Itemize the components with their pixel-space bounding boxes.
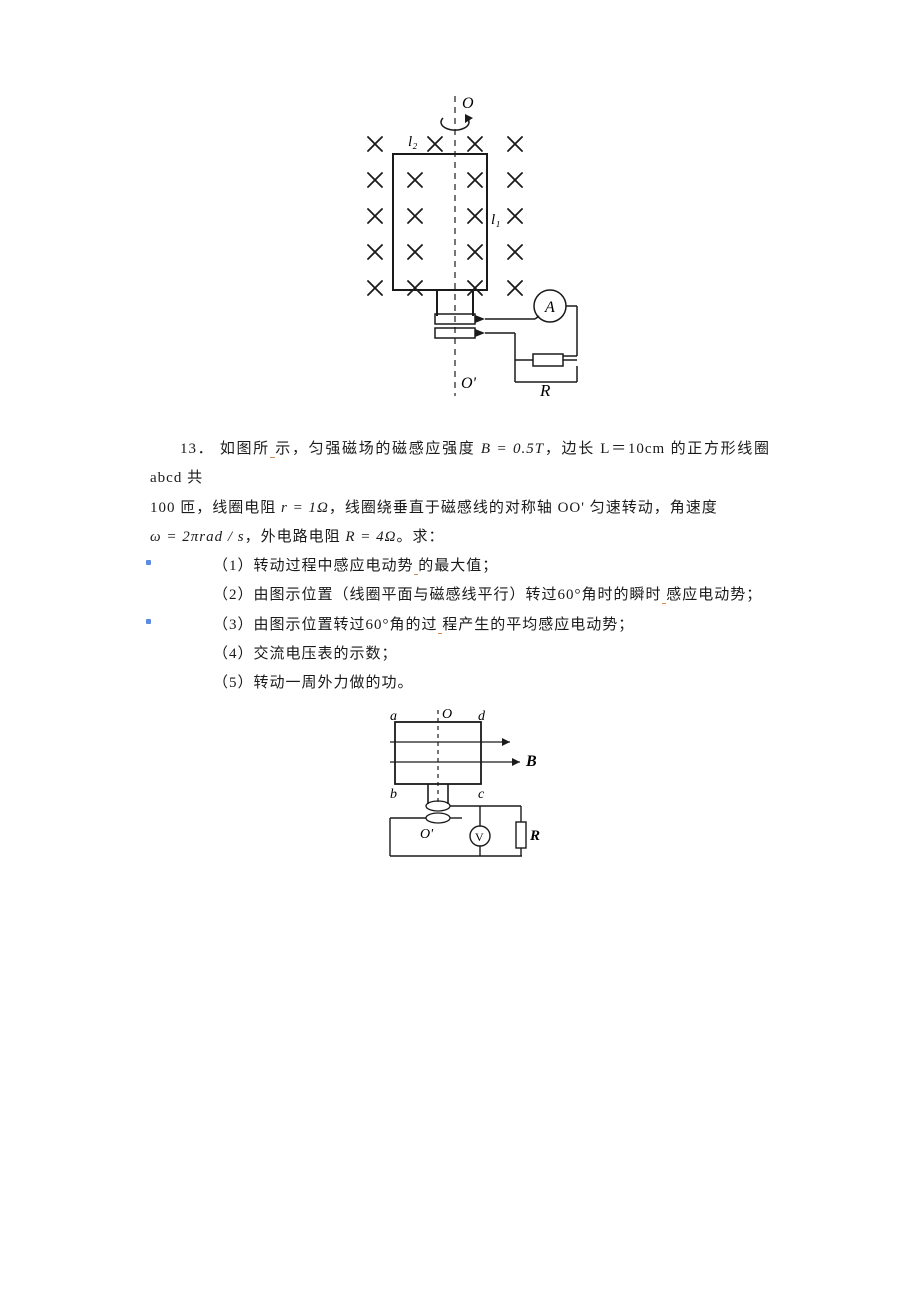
label-Bfield: B xyxy=(525,753,537,770)
q13-line3b: ，外电路电阻 xyxy=(245,529,341,545)
figure-12-svg: O xyxy=(315,96,605,406)
q13-p3b: 角的过 xyxy=(390,617,438,633)
eq-R: R = 4Ω xyxy=(345,529,396,545)
question-13: 13． 如图所 示，匀强磁场的磁感应强度 B = 0.5T，边长 L＝10cm … xyxy=(150,435,770,698)
q13-p3c: 程产生的平均感应电动势； xyxy=(442,617,634,633)
ammeter-label: A xyxy=(544,299,555,316)
ang60-2: 60° xyxy=(366,617,390,633)
q13-part1: （1）转动过程中感应电动势 的最大值； xyxy=(213,552,770,581)
resistor-R-label: R xyxy=(539,381,551,400)
label-Oprime: O' xyxy=(461,375,477,392)
label-b: b xyxy=(390,787,397,802)
label-Oprime-2: O' xyxy=(420,827,434,842)
page: O xyxy=(0,0,920,1003)
q13-p2a: （2）由图示位置（线圈平面与磁感线平行）转过 xyxy=(213,587,558,603)
eq-r: r = 1Ω xyxy=(281,500,329,516)
q13-p1b: 的最大值； xyxy=(418,558,498,574)
q13-p2b: 角时的瞬时 xyxy=(582,587,662,603)
side-dot-icon xyxy=(146,619,151,624)
eq-w: ω = 2πrad / s xyxy=(150,529,245,545)
q13-part3: （3）由图示位置转过60°角的过 程产生的平均感应电动势； xyxy=(213,611,770,640)
side-dot-icon xyxy=(146,560,151,565)
q13-number: 13． xyxy=(180,441,214,457)
q13-p2c: 感应电动势； xyxy=(666,587,762,603)
q13-line3: ω = 2πrad / s，外电路电阻 R = 4Ω。求： xyxy=(150,523,770,552)
label-l1: l₁ xyxy=(491,212,500,228)
figure-13-svg: a d b c O B O' V xyxy=(350,704,570,874)
eq-B: B = 0.5T xyxy=(481,441,544,457)
q13-part4: （4）交流电压表的示数； xyxy=(213,640,770,669)
q13-p3a: （3）由图示位置转过 xyxy=(213,617,366,633)
label-d: d xyxy=(478,709,486,724)
ang60-1: 60° xyxy=(558,587,582,603)
label-O-2: O xyxy=(442,707,452,722)
q13-part1-wrap: （1）转动过程中感应电动势 的最大值； xyxy=(150,552,770,581)
q13-part2: （2）由图示位置（线圈平面与磁感线平行）转过60°角时的瞬时 感应电动势； xyxy=(213,581,770,610)
q13-line2a: 100 匝，线圈电阻 xyxy=(150,500,276,516)
q13-intro2: 示，匀强磁场的磁感应强度 xyxy=(275,441,475,457)
figure-12: O xyxy=(150,96,770,411)
q13-line1: 13． 如图所 示，匀强磁场的磁感应强度 B = 0.5T，边长 L＝10cm … xyxy=(150,435,770,494)
label-c: c xyxy=(478,787,485,802)
q13-line2: 100 匝，线圈电阻 r = 1Ω，线圈绕垂直于磁感线的对称轴 OO' 匀速转动… xyxy=(150,494,770,523)
figure-13: a d b c O B O' V xyxy=(150,704,770,879)
q13-p1a: （1）转动过程中感应电动势 xyxy=(213,558,414,574)
label-l2: l₂ xyxy=(408,134,417,150)
label-a: a xyxy=(390,709,397,724)
label-R-2: R xyxy=(529,828,540,844)
q13-line2b: ，线圈绕垂直于磁感线的对称轴 OO' 匀速转动，角速度 xyxy=(329,500,718,516)
q13-intro1: 如图所 xyxy=(220,441,270,457)
q13-line3c: 。求： xyxy=(396,529,444,545)
q13-part3-wrap: （3）由图示位置转过60°角的过 程产生的平均感应电动势； xyxy=(150,611,770,640)
q13-part5: （5）转动一周外力做的功。 xyxy=(213,669,770,698)
label-O: O xyxy=(462,96,474,112)
voltmeter-label: V xyxy=(475,830,484,844)
